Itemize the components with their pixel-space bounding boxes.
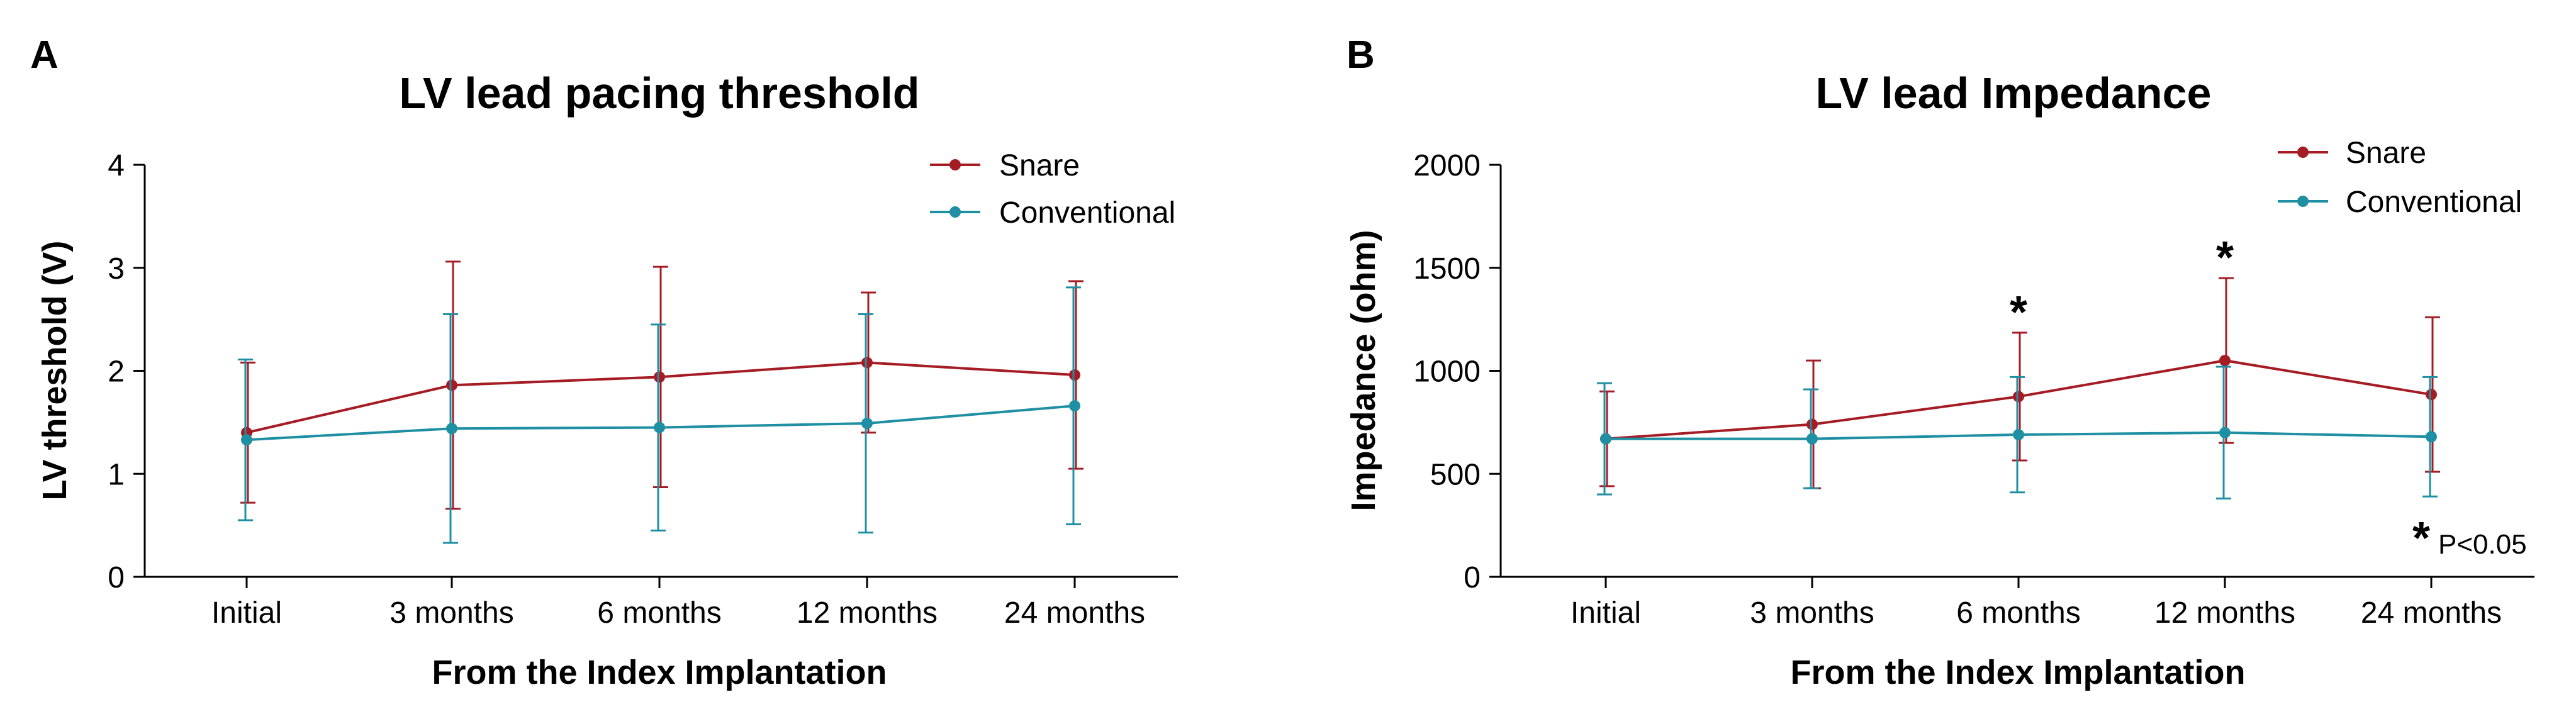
data-point-snare: [1806, 418, 1818, 430]
legend-marker-snare: [2297, 147, 2309, 158]
x-tick-label: 6 months: [597, 596, 721, 630]
legend-label-snare: Snare: [2346, 137, 2426, 170]
data-point-conventional: [654, 421, 665, 433]
x-axis-title-a: From the Index Implantation: [432, 654, 887, 691]
x-tick-label: 3 months: [389, 596, 513, 630]
data-point-snare: [1069, 369, 1080, 381]
panel-a: A LV lead pacing threshold 0 1 2 3 4 Ini…: [30, 33, 1178, 691]
chart-title-b: LV lead Impedance: [1816, 69, 2212, 118]
series-layer-b: [1597, 277, 2440, 500]
y-tick-label: 1: [108, 458, 125, 491]
data-point-conventional: [1069, 400, 1080, 412]
legend-label-conventional: Conventional: [999, 196, 1175, 230]
x-tick-label: 6 months: [1956, 596, 2080, 630]
y-tick-label: 1500: [1413, 252, 1481, 286]
x-axis-title-b: From the Index Implantation: [1790, 654, 2245, 691]
significance-note-star: *: [2412, 513, 2430, 564]
legend-label-snare: Snare: [999, 149, 1080, 182]
data-point-snare: [654, 371, 665, 383]
y-ticks-a: 0 1 2 3 4: [108, 149, 145, 594]
panel-letter-b: B: [1347, 33, 1375, 77]
data-point-conventional: [446, 423, 457, 435]
legend-marker-snare: [949, 159, 961, 170]
legend-label-conventional: Conventional: [2346, 186, 2522, 219]
data-point-snare: [2426, 389, 2437, 401]
series-layer-a: [238, 260, 1084, 544]
y-tick-label: 0: [1464, 561, 1481, 594]
significance-star: *: [2216, 233, 2234, 283]
x-tick-label: 3 months: [1750, 596, 1874, 630]
y-tick-label: 500: [1430, 458, 1481, 491]
y-tick-label: 3: [108, 252, 125, 286]
y-ticks-b: 0 500 1000 1500 2000: [1413, 149, 1501, 594]
data-point-conventional: [241, 434, 252, 446]
y-tick-label: 2000: [1413, 149, 1481, 182]
panel-b: B LV lead Impedance 0 500 1000 1500 2000…: [1345, 33, 2534, 691]
x-tick-label: Initial: [1571, 596, 1641, 630]
x-ticks-b: Initial 3 months 6 months 12 months 24 m…: [1571, 577, 2502, 630]
legend-a: Snare Conventional: [930, 149, 1175, 230]
data-point-snare: [2219, 355, 2231, 367]
y-axis-title-b: Impedance (ohm): [1345, 230, 1382, 511]
significance-star: *: [2010, 287, 2027, 338]
x-tick-label: Initial: [211, 596, 282, 630]
data-point-snare: [446, 379, 457, 391]
y-tick-label: 0: [108, 561, 125, 594]
x-tick-label: 12 months: [797, 596, 938, 630]
panel-letter-a: A: [30, 33, 59, 77]
legend-marker-conventional: [949, 206, 961, 218]
data-point-snare: [861, 357, 873, 369]
data-point-conventional: [2426, 431, 2437, 443]
y-tick-label: 2: [108, 355, 125, 389]
series-snare: [240, 260, 1084, 510]
data-point-conventional: [2219, 426, 2231, 438]
data-point-snare: [2013, 391, 2024, 403]
data-point-conventional: [2013, 429, 2024, 441]
data-point-conventional: [1600, 433, 1611, 445]
legend-b: Snare Conventional: [2278, 137, 2522, 219]
y-axis-title-a: LV threshold (V): [36, 241, 74, 501]
significance-note-text: P<0.05: [2438, 529, 2527, 560]
data-point-conventional: [1806, 433, 1818, 445]
chart-title-a: LV lead pacing threshold: [399, 69, 919, 118]
series-conventional: [1597, 365, 2438, 500]
significance-note: * P<0.05: [2412, 513, 2527, 564]
series-conventional: [238, 286, 1081, 544]
x-ticks-a: Initial 3 months 6 months 12 months 24 m…: [211, 577, 1145, 630]
x-tick-label: 24 months: [2361, 596, 2502, 630]
x-tick-label: 12 months: [2154, 596, 2295, 630]
legend-marker-conventional: [2297, 196, 2309, 207]
x-tick-label: 24 months: [1004, 596, 1145, 630]
y-tick-label: 1000: [1413, 355, 1481, 389]
data-point-conventional: [861, 418, 873, 430]
y-tick-label: 4: [108, 149, 125, 182]
